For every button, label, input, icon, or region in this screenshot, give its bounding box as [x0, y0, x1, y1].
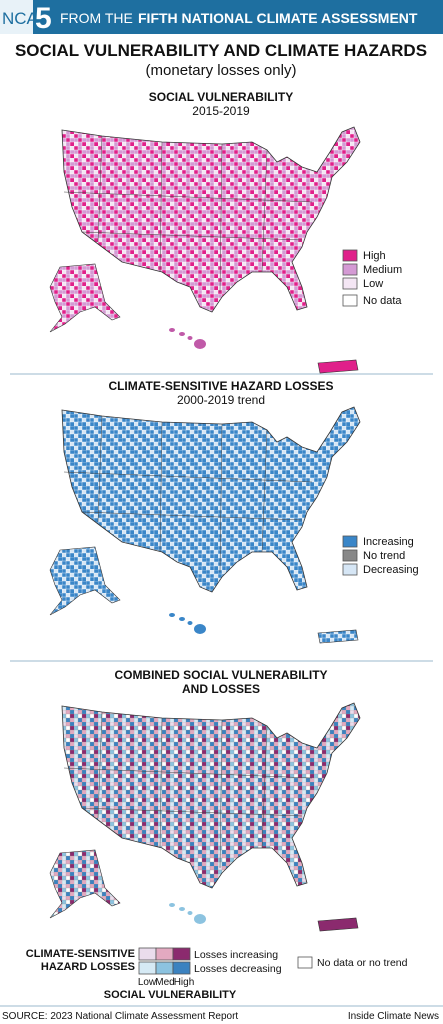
us-map: [61, 126, 361, 313]
map-subtitle: 2015-2019: [192, 104, 250, 118]
legend-column-label: Med: [155, 977, 174, 988]
legend-swatch: [155, 961, 174, 975]
legend-swatch: [342, 294, 358, 307]
legend-swatch: [342, 249, 358, 262]
main-title: SOCIAL VULNERABILITY AND CLIMATE HAZARDS: [15, 41, 427, 60]
legend-columns-title: SOCIAL VULNERABILITY: [104, 989, 237, 1001]
badge-number: 5: [35, 2, 52, 35]
puerto-rico-map: [317, 359, 359, 374]
alaska-map: [49, 849, 121, 919]
credit: Inside Climate News: [348, 1011, 439, 1022]
alaska-map: [49, 546, 121, 616]
legend-swatch: [342, 535, 358, 548]
legend-swatch: [342, 549, 358, 562]
header-bar: [0, 0, 443, 34]
legend-label: High: [363, 250, 386, 262]
legend-swatch: [138, 961, 157, 975]
legend-axis-title: HAZARD LOSSES: [41, 961, 135, 973]
header-title: FIFTH NATIONAL CLIMATE ASSESSMENT: [138, 10, 418, 26]
hawaii-map: [169, 903, 206, 924]
badge-bg: [0, 0, 33, 34]
puerto-rico-map: [317, 917, 359, 932]
legend-swatch: [172, 947, 191, 961]
source: SOURCE: 2023 National Climate Assessment…: [2, 1011, 238, 1022]
legend-label: No data: [363, 295, 402, 307]
map-subtitle: 2000-2019 trend: [177, 393, 265, 407]
hawaii-map: [169, 613, 206, 634]
legend-axis-title: CLIMATE-SENSITIVE: [26, 948, 135, 960]
alaska-map: [49, 263, 121, 333]
map-title: SOCIAL VULNERABILITY: [149, 90, 293, 104]
legend-column-label: High: [174, 977, 195, 988]
hawaii-map: [169, 328, 206, 349]
map-title: AND LOSSES: [182, 682, 260, 696]
main-subtitle: (monetary losses only): [146, 62, 297, 79]
legend-label: No data or no trend: [317, 957, 408, 969]
us-map: [61, 702, 361, 889]
legend-swatch: [297, 956, 313, 969]
map-title: COMBINED SOCIAL VULNERABILITY: [114, 668, 327, 682]
legend-swatch: [138, 947, 157, 961]
badge: NCA: [2, 9, 39, 28]
legend-swatch: [342, 277, 358, 290]
legend-swatch: [172, 961, 191, 975]
legend-label: Losses increasing: [194, 949, 278, 961]
legend-label: Decreasing: [363, 564, 419, 576]
legend-label: No trend: [363, 550, 405, 562]
legend-label: Losses decreasing: [194, 963, 282, 975]
map-title: CLIMATE-SENSITIVE HAZARD LOSSES: [108, 379, 333, 393]
legend-swatch: [342, 263, 358, 276]
legend-label: Low: [363, 278, 383, 290]
header-lead: FROM THE: [60, 10, 133, 26]
legend-swatch: [155, 947, 174, 961]
legend-label: Medium: [363, 264, 402, 276]
legend-label: Increasing: [363, 536, 414, 548]
legend-column-label: Low: [138, 977, 157, 988]
legend-swatch: [342, 563, 358, 576]
puerto-rico-map: [317, 629, 359, 644]
us-map: [61, 406, 361, 593]
